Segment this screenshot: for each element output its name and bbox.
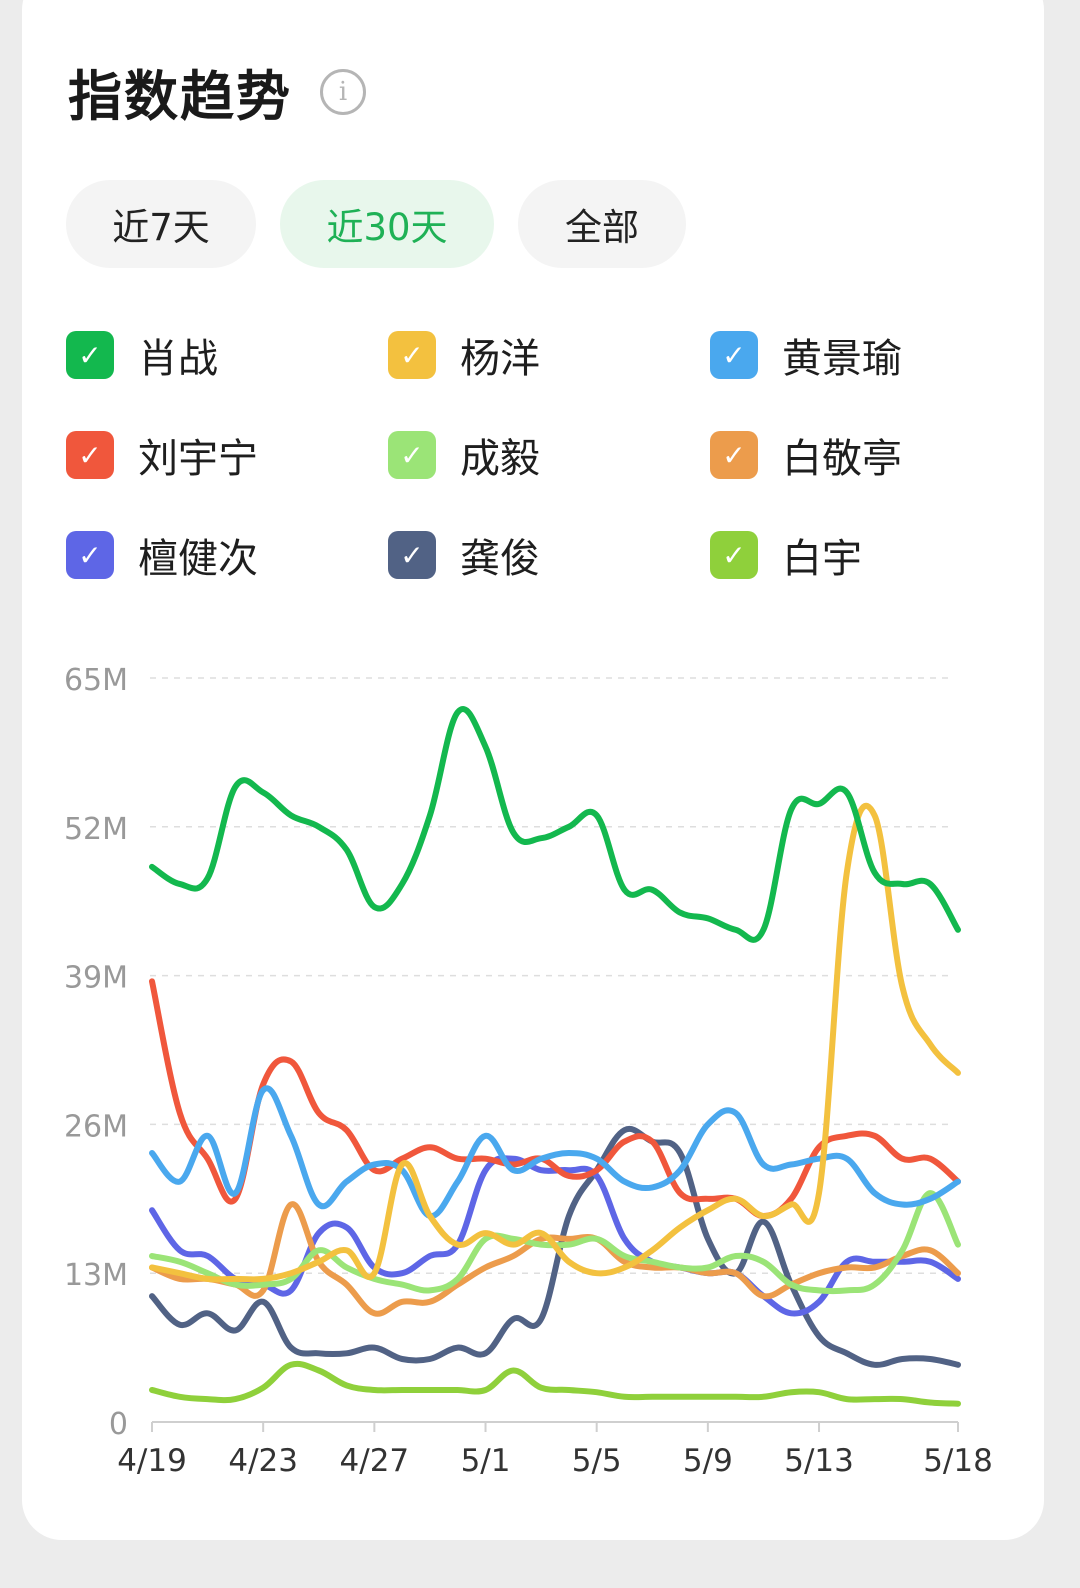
legend-label: 白宇 [782, 536, 862, 582]
y-tick-label: 26M [64, 1109, 128, 1144]
tab-all[interactable]: 全部 [518, 180, 686, 268]
legend-label: 成毅 [460, 436, 540, 482]
checkbox-checked-icon: ✓ [710, 331, 758, 379]
time-range-tabs: 近7天 近30天 全部 [66, 180, 710, 268]
page-title: 指数趋势 [68, 65, 292, 128]
legend-label: 肖战 [138, 336, 218, 382]
y-tick-label: 0 [109, 1407, 128, 1442]
info-icon[interactable]: i [320, 68, 366, 115]
series-line-2 [149, 1085, 961, 1219]
checkbox-checked-icon: ✓ [66, 531, 114, 579]
legend-label: 刘宇宁 [138, 436, 258, 482]
checkbox-checked-icon: ✓ [66, 431, 114, 479]
legend-item-xiaozhan[interactable]: ✓ 肖战 [66, 326, 218, 384]
x-tick-label: 4/23 [228, 1443, 298, 1479]
y-tick-label: 39M [64, 961, 128, 996]
legend-item-yangyang[interactable]: ✓ 杨洋 [388, 326, 540, 384]
x-tick-label: 4/19 [117, 1443, 187, 1479]
series-line-4 [149, 1190, 961, 1295]
checkbox-checked-icon: ✓ [388, 331, 436, 379]
legend-label: 黄景瑜 [782, 336, 902, 382]
legend-item-gongjun[interactable]: ✓ 龚俊 [388, 526, 540, 584]
x-tick-label: 5/5 [572, 1443, 622, 1479]
x-tick-label: 5/18 [923, 1443, 993, 1479]
legend-item-tanjianci[interactable]: ✓ 檀健次 [66, 526, 258, 584]
series-line-6 [149, 1155, 961, 1317]
y-tick-label: 65M [64, 663, 128, 698]
legend-label: 龚俊 [460, 536, 540, 582]
legend-item-huangjingyu[interactable]: ✓ 黄景瑜 [710, 326, 902, 384]
checkbox-checked-icon: ✓ [66, 331, 114, 379]
legend-label: 杨洋 [460, 336, 540, 382]
y-tick-label: 52M [64, 812, 128, 847]
x-tick-label: 5/1 [461, 1443, 511, 1479]
y-tick-label: 13M [64, 1258, 128, 1293]
x-tick-label: 5/13 [784, 1443, 854, 1479]
tab-30-days[interactable]: 近30天 [280, 180, 494, 268]
legend-item-liuyuning[interactable]: ✓ 刘宇宁 [66, 426, 258, 484]
legend-label: 白敬亭 [782, 436, 902, 482]
legend-item-baijingting[interactable]: ✓ 白敬亭 [710, 426, 902, 484]
legend-item-baiyu[interactable]: ✓ 白宇 [710, 526, 862, 584]
checkbox-checked-icon: ✓ [710, 431, 758, 479]
legend-item-chengyi[interactable]: ✓ 成毅 [388, 426, 540, 484]
tab-7-days[interactable]: 近7天 [66, 180, 256, 268]
series-line-1 [149, 802, 961, 1283]
legend-label: 檀健次 [138, 536, 258, 582]
checkbox-checked-icon: ✓ [388, 531, 436, 579]
series-line-8 [149, 1360, 961, 1407]
checkbox-checked-icon: ✓ [710, 531, 758, 579]
x-tick-label: 5/9 [683, 1443, 733, 1479]
series-line-0 [149, 706, 961, 943]
x-tick-label: 4/27 [340, 1443, 410, 1479]
checkbox-checked-icon: ✓ [388, 431, 436, 479]
header: 指数趋势 i [68, 52, 366, 131]
